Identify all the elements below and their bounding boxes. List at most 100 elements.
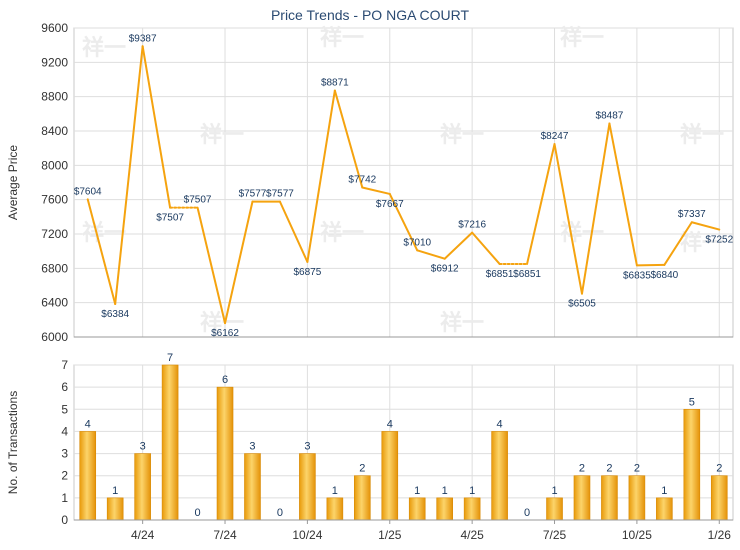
line-y-tick-label: 6800 (41, 261, 68, 275)
price-data-label: $6162 (211, 328, 239, 339)
bar-data-label: 4 (85, 418, 91, 430)
bar-data-label: 2 (716, 463, 722, 475)
bar-data-label: 5 (689, 396, 695, 408)
bar-data-label: 7 (167, 352, 173, 364)
transaction-bar (106, 497, 124, 521)
price-line-segment (224, 200, 254, 325)
price-data-label: $7667 (376, 199, 404, 210)
price-line-segment (278, 200, 309, 263)
bar-y-axis-title: No. of Transactions (6, 391, 20, 494)
price-line-segment (690, 221, 721, 231)
price-line-segment (416, 249, 446, 260)
price-data-label: $7577 (239, 189, 267, 200)
price-data-label: $6875 (293, 267, 321, 278)
watermark-text: 祥一 (82, 35, 126, 60)
price-data-label: $6505 (568, 299, 596, 310)
bar-y-tick-label: 4 (61, 424, 68, 438)
price-data-label: $9387 (129, 33, 157, 44)
transaction-bar (436, 497, 453, 521)
price-data-label: $7577 (266, 189, 294, 200)
transaction-bar (683, 408, 701, 521)
watermark-text: 祥一 (440, 122, 484, 147)
price-data-label: $8871 (321, 78, 349, 89)
transaction-bar (656, 497, 673, 521)
bar-y-tick-label: 7 (61, 358, 68, 372)
price-data-label: $8247 (541, 131, 569, 142)
line-y-tick-label: 9200 (41, 55, 68, 69)
transaction-bar (710, 475, 728, 521)
x-tick-label: 10/24 (292, 528, 322, 542)
transaction-bar (161, 364, 179, 521)
price-line-segment (361, 186, 391, 195)
watermark-text: 祥一 (680, 230, 724, 255)
price-line-segment (114, 45, 144, 306)
bar-data-label: 4 (497, 418, 503, 430)
transaction-bar (601, 475, 618, 521)
x-tick-label: 4/25 (460, 528, 484, 542)
bar-data-label: 0 (524, 507, 530, 519)
line-y-tick-label: 9600 (41, 21, 68, 35)
price-line-segment (663, 221, 693, 266)
price-data-label: $6912 (431, 264, 459, 275)
bar-data-label: 4 (387, 418, 393, 430)
price-line-segment (553, 143, 583, 295)
watermark-text: 祥一 (680, 122, 724, 147)
transaction-bar (354, 475, 371, 521)
price-line-segment (388, 192, 419, 252)
watermark-text: 祥一 (82, 220, 126, 245)
price-data-label: $7010 (403, 237, 431, 248)
bar-data-label: 2 (606, 463, 612, 475)
watermark-text: 祥一 (320, 25, 364, 50)
bar-y-tick-label: 6 (61, 380, 68, 394)
transaction-bar (463, 497, 481, 521)
price-data-label: $7216 (458, 220, 486, 231)
price-line-segment (141, 45, 172, 209)
x-tick-label: 1/25 (378, 528, 402, 542)
price-line-segment (608, 122, 638, 267)
bar-data-label: 0 (195, 507, 201, 519)
line-plot-area (73, 27, 734, 338)
bar-y-tick-label: 1 (61, 491, 68, 505)
watermark-text: 祥一 (200, 122, 244, 147)
line-y-tick-label: 6000 (41, 330, 68, 344)
line-y-tick-label: 8800 (41, 90, 68, 104)
bar-data-label: 0 (277, 507, 283, 519)
x-tick-label: 1/26 (708, 528, 732, 542)
price-data-label: $6384 (101, 309, 129, 320)
bar-data-label: 2 (634, 463, 640, 475)
bar-data-label: 1 (442, 485, 448, 497)
price-line-segment (196, 206, 227, 325)
transaction-bar (79, 431, 97, 521)
price-data-label: $6851 (513, 269, 541, 280)
price-line-segment (580, 122, 611, 295)
transaction-bar (628, 475, 646, 521)
watermark-text: 祥一 (560, 25, 604, 50)
price-data-label: $7604 (74, 186, 102, 197)
bar-y-tick-label: 2 (61, 469, 68, 483)
chart-title: Price Trends - PO NGA COURT (270, 7, 470, 23)
line-y-tick-label: 8000 (41, 158, 68, 172)
bar-data-label: 1 (414, 485, 420, 497)
price-data-label: $7742 (348, 174, 376, 185)
line-y-tick-label: 7600 (41, 193, 68, 207)
price-data-label: $6851 (486, 269, 514, 280)
price-data-label: $7337 (678, 209, 706, 220)
watermark-text: 祥一 (560, 220, 604, 245)
bar-plot-area (73, 364, 734, 521)
price-data-label: $6835 (623, 270, 651, 281)
bar-data-label: 6 (222, 374, 228, 386)
x-tick-label: 7/25 (543, 528, 567, 542)
price-data-label: $7507 (184, 195, 212, 206)
price-line-segment (333, 89, 364, 189)
line-y-tick-label: 6400 (41, 296, 68, 310)
price-line-segment (86, 198, 117, 306)
bar-data-label: 1 (112, 485, 118, 497)
x-tick-label: 7/24 (213, 528, 237, 542)
transaction-bar (381, 431, 399, 521)
price-data-label: $7507 (156, 213, 184, 224)
transaction-bar (546, 497, 563, 521)
transaction-bar (216, 386, 234, 521)
line-y-tick-label: 8400 (41, 124, 68, 138)
